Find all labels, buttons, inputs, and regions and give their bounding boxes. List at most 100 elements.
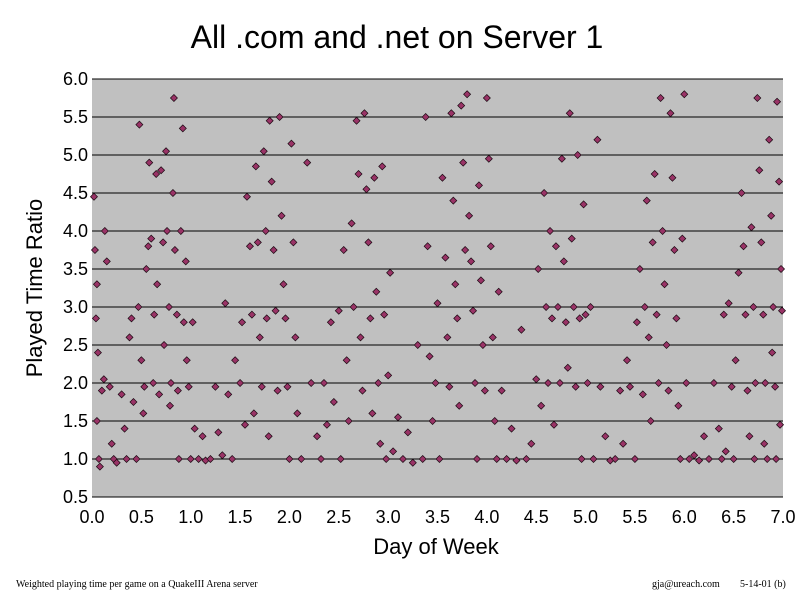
data-point (540, 189, 549, 197)
data-point (170, 246, 179, 254)
data-point (451, 280, 460, 289)
x-tick-label: 4.0 (474, 507, 499, 527)
data-point (236, 379, 245, 387)
data-point (297, 455, 306, 463)
data-point (329, 398, 338, 406)
data-point (527, 439, 536, 448)
data-point (749, 303, 758, 311)
data-point (144, 242, 153, 251)
data-point (275, 113, 284, 121)
data-point (162, 147, 171, 156)
data-point (616, 386, 625, 395)
data-point (656, 94, 665, 102)
data-point (366, 314, 375, 323)
x-tick-label: 1.0 (178, 507, 203, 527)
data-point (285, 455, 294, 463)
data-point (577, 455, 586, 463)
data-point (433, 299, 442, 308)
data-point (767, 211, 776, 220)
data-point (269, 246, 278, 254)
data-point (364, 238, 373, 247)
data-point (443, 333, 452, 342)
data-point (380, 310, 389, 319)
data-point (484, 154, 493, 163)
data-point (583, 379, 592, 387)
data-point (163, 227, 172, 235)
data-point (211, 382, 220, 391)
data-point (668, 173, 677, 182)
data-point (769, 303, 778, 311)
data-point (455, 401, 464, 410)
data-point (549, 420, 558, 429)
data-point (553, 303, 562, 311)
data-point (670, 246, 679, 254)
data-point (646, 417, 655, 425)
data-point (760, 439, 769, 448)
data-point (368, 409, 377, 418)
x-tick-label: 1.5 (228, 507, 253, 527)
data-point (644, 333, 653, 342)
data-point (307, 379, 316, 387)
data-point (488, 333, 497, 342)
data-point (757, 238, 766, 247)
data-point (139, 409, 148, 418)
data-point (680, 90, 689, 99)
data-point (601, 432, 610, 441)
data-point (438, 173, 447, 182)
data-point (768, 348, 777, 357)
data-point (100, 227, 109, 235)
data-point (567, 234, 576, 243)
data-point (231, 356, 240, 365)
data-point (751, 379, 760, 387)
data-point (431, 379, 440, 387)
y-tick-label: 4.5 (63, 183, 88, 203)
data-point (497, 386, 506, 395)
data-point (198, 432, 207, 441)
data-point (317, 455, 326, 463)
data-point (755, 166, 764, 175)
data-point (347, 219, 356, 228)
data-point (408, 458, 417, 467)
data-point (186, 455, 195, 463)
data-point (374, 379, 383, 387)
data-point (753, 94, 762, 102)
data-point (652, 310, 661, 319)
data-point (249, 409, 258, 418)
x-tick-label: 2.5 (326, 507, 351, 527)
x-tick-label: 5.0 (573, 507, 598, 527)
data-point (224, 390, 233, 399)
data-point (370, 173, 379, 182)
data-point (145, 158, 154, 167)
data-point (537, 401, 546, 410)
data-point (575, 314, 584, 323)
data-point (571, 382, 580, 391)
data-point (650, 170, 659, 178)
data-point (445, 382, 454, 391)
data-point (135, 120, 144, 129)
data-point (690, 451, 699, 460)
data-point (293, 409, 302, 418)
data-point (117, 390, 126, 399)
data-point (129, 398, 138, 406)
data-point (674, 401, 683, 410)
data-point (242, 192, 251, 201)
data-point (265, 116, 274, 125)
data-point (352, 116, 361, 125)
data-point (480, 386, 489, 395)
data-point (152, 170, 161, 178)
data-point (642, 196, 651, 205)
data-point (140, 382, 149, 391)
chart-title: All .com and .net on Server 1 (191, 19, 604, 55)
data-point (91, 314, 100, 323)
data-point (137, 356, 146, 365)
data-point (534, 265, 543, 273)
data-point (188, 318, 197, 327)
y-axis-ticks: 0.5 1.0 1.5 2.0 2.5 3.0 3.5 4.0 4.5 5.0 5.5 6.0 (63, 69, 88, 507)
data-point (463, 90, 472, 99)
data-point (778, 306, 787, 315)
data-point (771, 382, 780, 391)
data-point (354, 170, 363, 178)
data-point (95, 462, 104, 471)
data-point (206, 455, 215, 463)
